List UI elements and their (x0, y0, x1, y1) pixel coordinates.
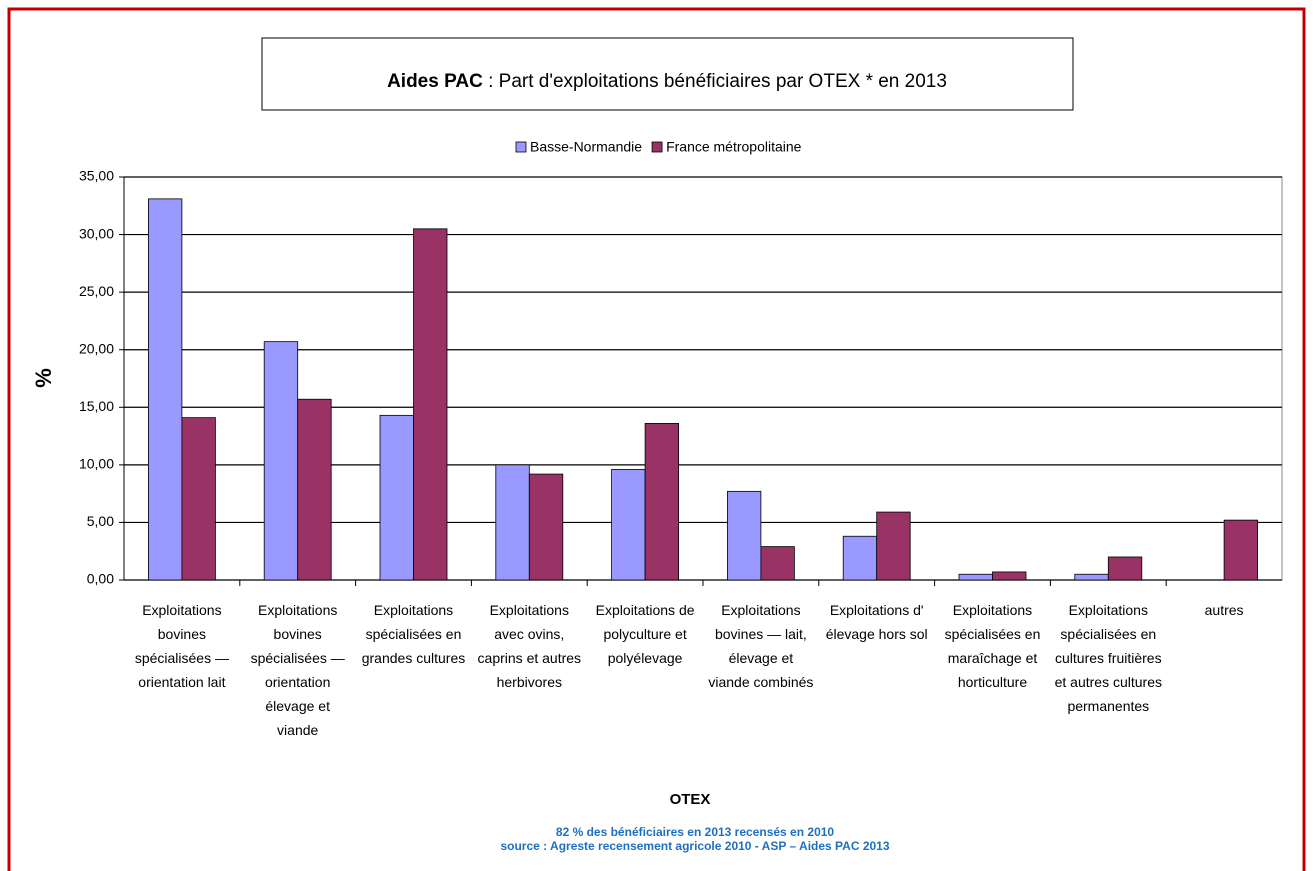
x-tick-label: Exploitations d' élevage hors sol (825, 602, 928, 642)
bar (1074, 573, 1109, 581)
bar (413, 228, 448, 581)
y-tick-label: 25,00 (79, 283, 114, 299)
bar (727, 490, 762, 581)
bar (644, 423, 679, 581)
bar (958, 573, 993, 581)
bar (611, 469, 646, 581)
bar (263, 341, 299, 581)
x-axis-label: OTEX (670, 791, 711, 808)
bar (379, 414, 414, 581)
legend-label: France métropolitaine (666, 139, 802, 155)
y-tick-label: 20,00 (79, 340, 114, 356)
y-tick-label: 35,00 (79, 168, 114, 184)
bar (842, 535, 878, 581)
bar (992, 571, 1027, 581)
bar (495, 464, 530, 581)
x-tick-label: Exploitations spécialisées en grandes cu… (361, 602, 466, 666)
bar (1107, 556, 1143, 581)
title-box (261, 37, 1074, 111)
frame (7, 7, 1306, 871)
y-tick-label: 0,00 (87, 571, 114, 587)
title-rest: : Part d'exploitations bénéficiaires par… (483, 71, 947, 92)
x-tick-label: Exploitations spécialisées en maraîchage… (944, 602, 1041, 690)
bar (181, 417, 216, 581)
y-tick-label: 5,00 (87, 513, 114, 529)
legend-label: Basse-Normandie (530, 139, 642, 155)
legend-swatch (651, 141, 663, 153)
x-tick-label: Exploitations avec ovins, caprins et aut… (477, 602, 582, 690)
chart-title: Aides PAC : Part d'exploitations bénéfic… (387, 71, 947, 92)
note: 82 % des bénéficiaires en 2013 recensés … (556, 825, 835, 839)
y-axis-label: % (31, 368, 56, 388)
y-tick-label: 10,00 (79, 456, 114, 472)
bar (760, 546, 795, 581)
bar (876, 511, 911, 581)
note: source : Agreste recensement agricole 20… (500, 839, 889, 853)
x-tick-label: Exploitations de polyculture et polyélev… (595, 602, 695, 666)
bar (147, 198, 183, 581)
title-bold: Aides PAC (387, 71, 483, 92)
legend-swatch (515, 141, 527, 153)
bar (297, 398, 332, 581)
y-tick-label: 15,00 (79, 398, 114, 414)
x-tick-label: Exploitations bovines spécialisées — ori… (134, 602, 229, 690)
bar (528, 473, 564, 581)
x-tick-label: autres (1204, 602, 1244, 618)
bar (1223, 519, 1258, 581)
y-tick-label: 30,00 (79, 225, 114, 241)
x-tick-label: Exploitations bovines — lait, élevage et… (708, 602, 814, 690)
x-tick-label: Exploitations spécialisées en cultures f… (1054, 602, 1162, 714)
x-tick-label: Exploitations bovines spécialisées — ori… (250, 602, 345, 738)
